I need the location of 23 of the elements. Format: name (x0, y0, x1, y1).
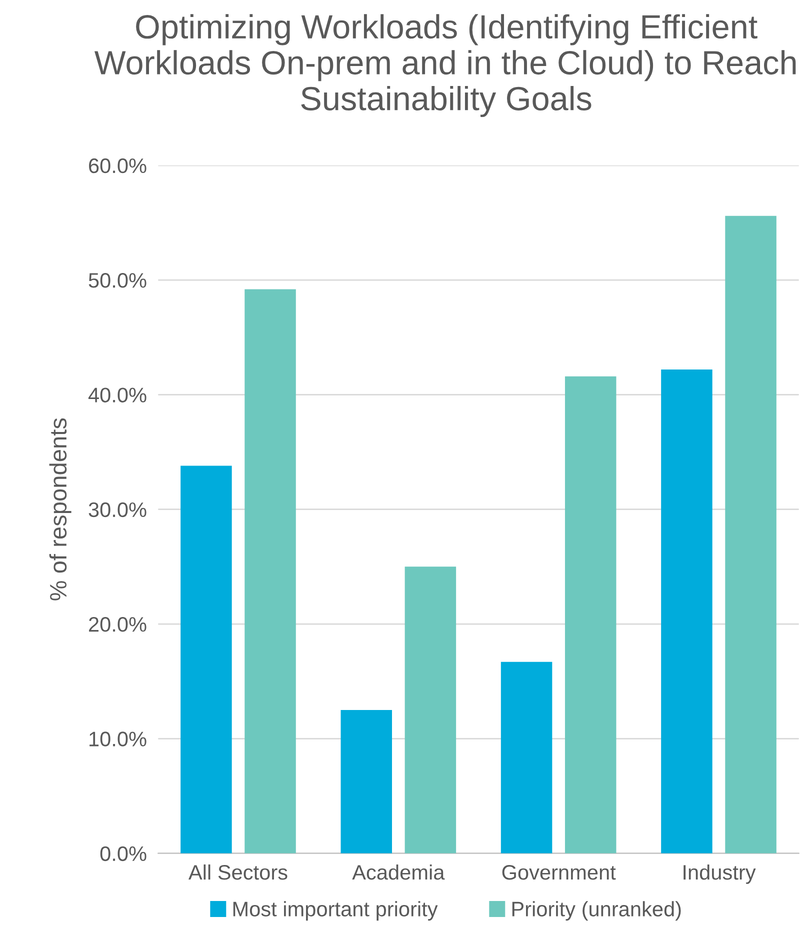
y-axis-title: % of respondents (49, 418, 72, 600)
y-tick-label: 20.0% (89, 617, 146, 632)
bar (725, 216, 776, 854)
y-tick-label: 10.0% (90, 732, 146, 746)
chart-title: Optimizing Workloads (Identifying Efficient Workloads On-prem and in the Cloud) to Reach Sustainability Goals (94, 14, 796, 118)
x-tick-label: Industry (684, 864, 756, 884)
legend-label: Most important priority (233, 901, 438, 921)
y-tick-label: 40.0% (88, 388, 146, 402)
y-tick-label: 30.0% (88, 502, 146, 518)
legend-label: Priority (unranked) (512, 901, 681, 921)
x-tick-label: All Sectors (188, 864, 288, 880)
x-tick-label: Academia (352, 864, 445, 880)
y-tick-label: 60.0% (89, 158, 146, 174)
bar (661, 369, 712, 854)
bar (180, 466, 232, 854)
bar (244, 289, 296, 854)
bar (500, 662, 552, 854)
x-tick-label: Government (502, 864, 616, 880)
bar (340, 710, 392, 854)
bar (404, 566, 456, 854)
y-tick-label: 0.0% (100, 846, 146, 862)
bar (564, 376, 616, 854)
y-tick-label: 50.0% (88, 273, 146, 288)
